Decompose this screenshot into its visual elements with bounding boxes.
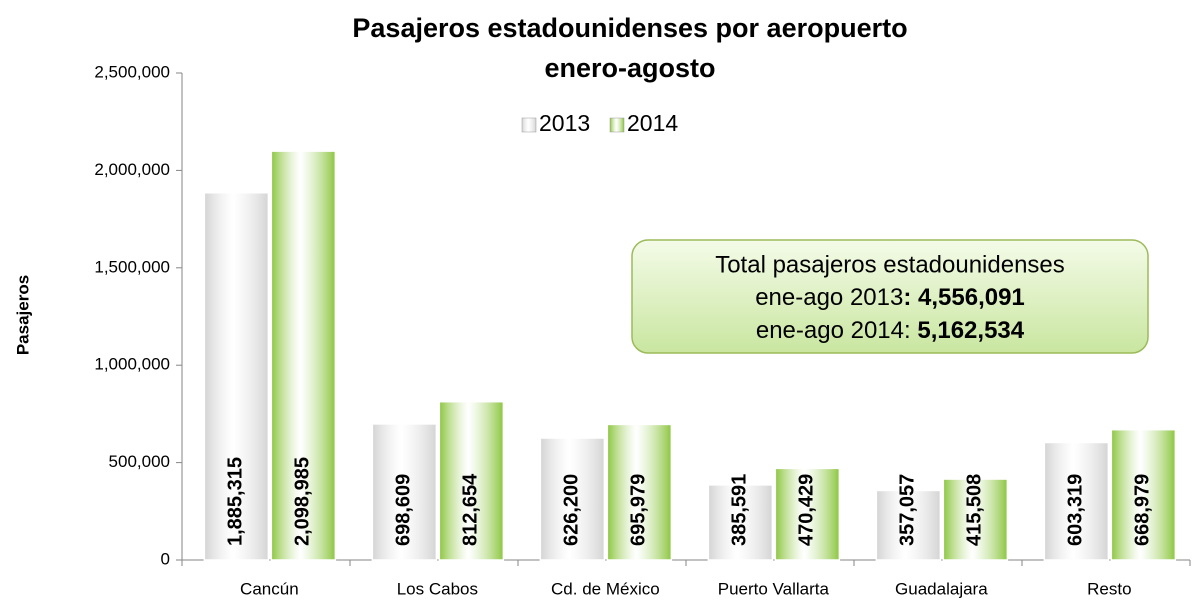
- legend-label: 2014: [627, 110, 678, 136]
- bar-bevel: [876, 485, 941, 491]
- bar-bevel: [775, 463, 840, 469]
- bar: [774, 467, 841, 561]
- data-label: 1,885,315: [225, 457, 247, 546]
- chart-title: Pasajeros estadounidenses por aeropuerto: [352, 13, 907, 43]
- data-label: 626,200: [561, 474, 583, 546]
- bar-bevel: [1111, 424, 1176, 430]
- y-tick-label: 1,500,000: [94, 257, 170, 276]
- data-label: 2,098,985: [292, 457, 314, 546]
- bar: [539, 437, 606, 561]
- x-tick-label: Cancún: [240, 579, 299, 598]
- bar: [438, 400, 505, 561]
- data-label: 603,319: [1065, 474, 1087, 546]
- bar-bevel: [540, 433, 605, 439]
- annotation-value: : 4,556,091: [903, 284, 1024, 311]
- y-tick-label: 500,000: [109, 452, 170, 471]
- annotation-value: 5,162,534: [917, 317, 1024, 344]
- bar: [875, 489, 942, 561]
- annotation-text: ene-ago 2014:: [756, 317, 917, 344]
- legend-swatch: [609, 117, 625, 133]
- bar-bevel: [372, 418, 437, 424]
- x-tick-label: Resto: [1087, 579, 1131, 598]
- y-tick-label: 0: [161, 549, 170, 568]
- x-tick-label: Guadalajara: [895, 579, 988, 598]
- y-tick-label: 2,500,000: [94, 62, 170, 81]
- bar-bevel: [607, 419, 672, 425]
- annotation-box: [631, 239, 1149, 354]
- bar-bevel: [204, 187, 269, 193]
- legend-label: 2013: [539, 110, 590, 136]
- annotation-text: ene-ago 2013: [755, 284, 903, 311]
- bar: [606, 423, 673, 561]
- data-label: 698,609: [393, 474, 415, 546]
- bar-bevel: [439, 396, 504, 402]
- annotation-title: Total pasajeros estadounidenses: [715, 251, 1065, 278]
- bar-bevel: [943, 474, 1008, 480]
- annotation-line: ene-ago 2013: 4,556,091: [755, 284, 1025, 311]
- x-tick-label: Cd. de México: [551, 579, 660, 598]
- bar-bevel: [708, 479, 773, 485]
- annotation-line: ene-ago 2014: 5,162,534: [756, 317, 1025, 344]
- legend-swatch: [521, 117, 537, 133]
- data-label: 357,057: [897, 474, 919, 546]
- data-label: 385,591: [729, 474, 751, 546]
- data-label: 668,979: [1132, 474, 1154, 546]
- bar: [707, 484, 774, 561]
- y-tick-label: 2,000,000: [94, 160, 170, 179]
- bar-bevel: [271, 146, 336, 152]
- data-label: 415,508: [964, 474, 986, 546]
- y-tick-label: 1,000,000: [94, 355, 170, 374]
- data-label: 695,979: [628, 474, 650, 546]
- x-tick-label: Puerto Vallarta: [718, 579, 830, 598]
- chart-subtitle: enero-agosto: [544, 53, 715, 83]
- y-axis-label: Pasajeros: [13, 275, 32, 355]
- data-label: 812,654: [460, 473, 482, 546]
- annotation: Total pasajeros estadounidenses ene-ago …: [631, 239, 1149, 354]
- data-label: 470,429: [796, 474, 818, 546]
- bar-bevel: [1044, 437, 1109, 443]
- x-tick-label: Los Cabos: [397, 579, 478, 598]
